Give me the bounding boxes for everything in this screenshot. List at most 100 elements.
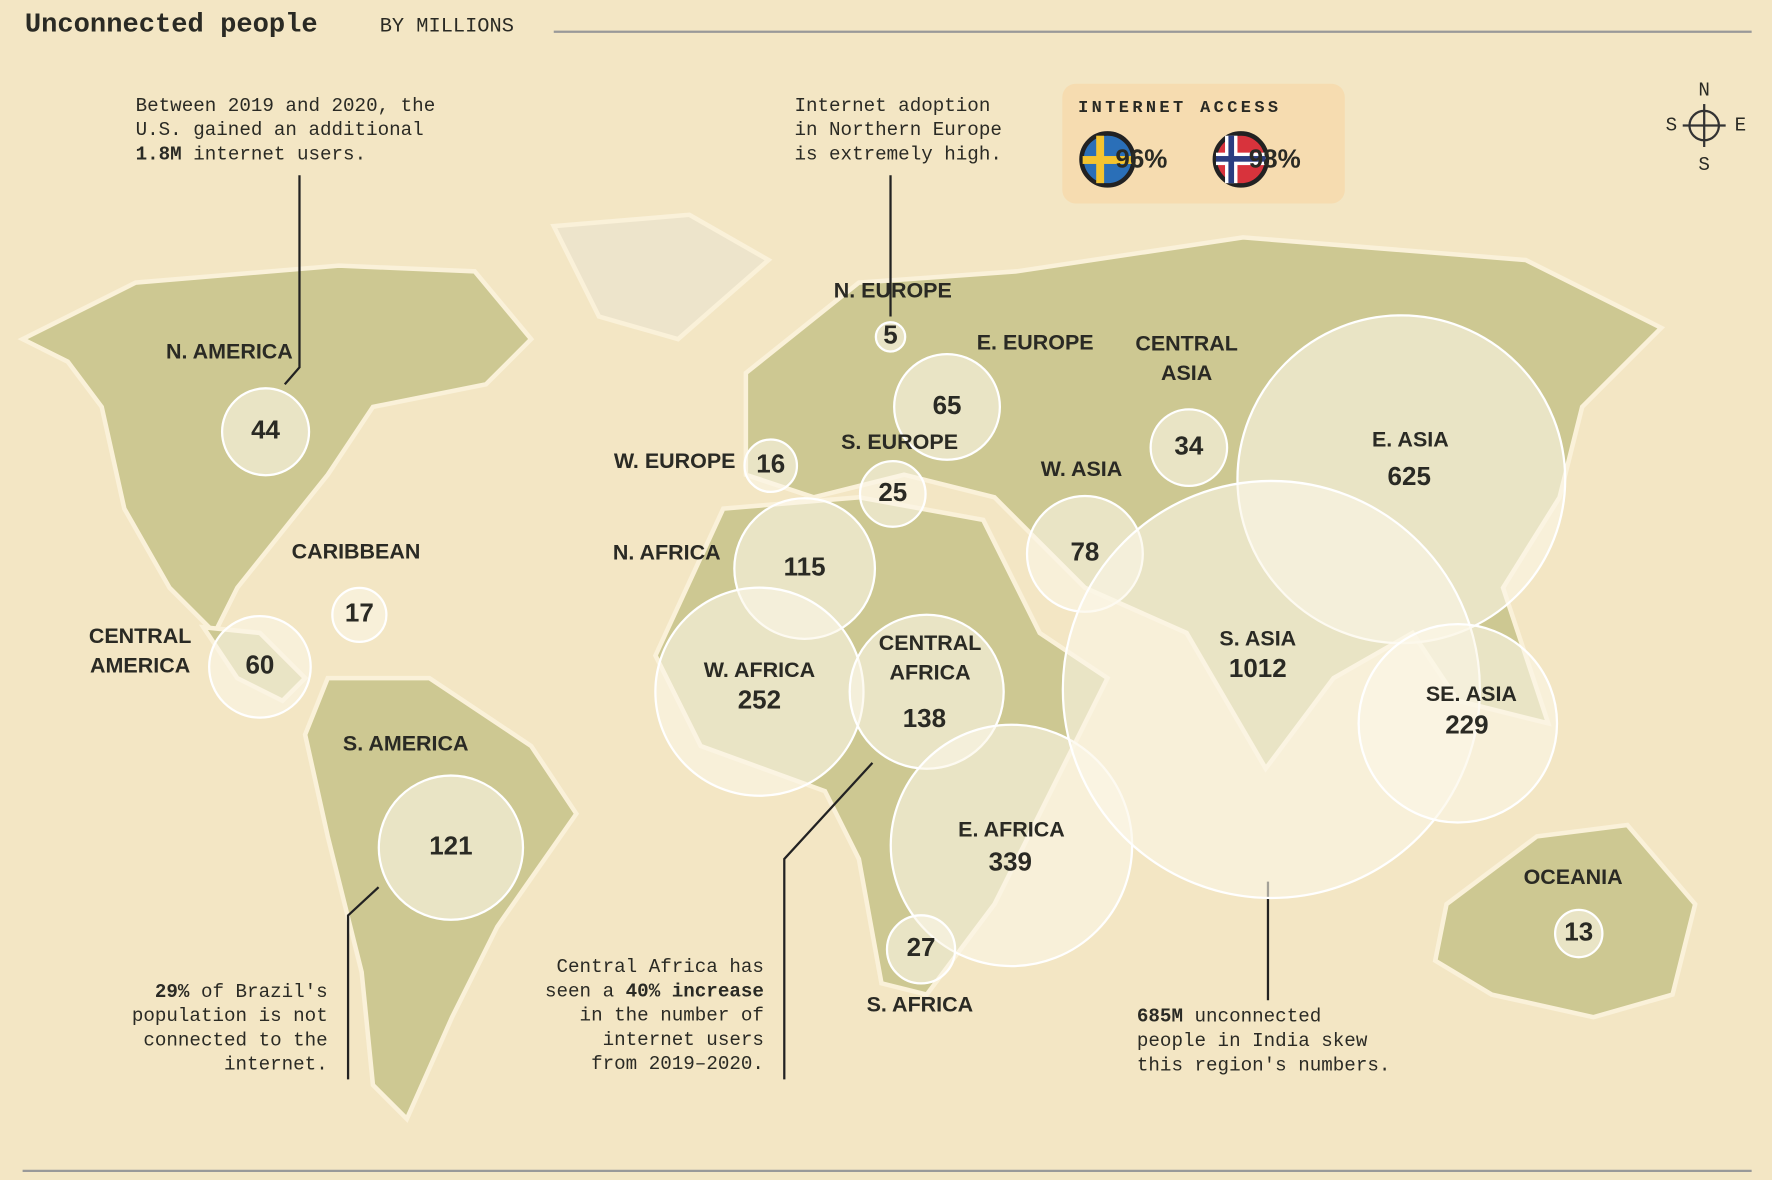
- annotation-text: Central Africa has: [557, 956, 764, 978]
- annotation-line: Between 2019 and 2020, the: [136, 95, 436, 117]
- title: Unconnected people: [25, 10, 318, 41]
- annotation-text: in Northern Europe: [794, 119, 1001, 141]
- bubble: [1357, 623, 1559, 824]
- region-value: 34: [1174, 430, 1203, 460]
- region-value: 115: [784, 551, 826, 581]
- annotation-line: 29% of Brazil's: [155, 981, 328, 1003]
- bubble: [743, 438, 799, 494]
- region-label: CARIBBEAN: [292, 539, 421, 563]
- region-label: E. AFRICA: [958, 817, 1065, 841]
- region-value: 16: [756, 449, 785, 479]
- region-label: E. ASIA: [1372, 427, 1449, 451]
- annotation-line: population is not: [132, 1005, 328, 1027]
- region-label: AFRICA: [890, 660, 971, 684]
- region-label: OCEANIA: [1524, 865, 1623, 889]
- region-value: 252: [738, 685, 781, 715]
- leader-lines: [283, 175, 1270, 1080]
- annotation-text: U.S. gained an additional: [136, 119, 424, 141]
- annotation-text: of Brazil's: [189, 981, 327, 1003]
- annotation-text: from 2019–2020.: [591, 1053, 764, 1075]
- annotation-text: connected to the: [143, 1029, 327, 1051]
- leader-line: [283, 175, 301, 386]
- region-label: E. EUROPE: [977, 330, 1094, 354]
- region-label: SE. ASIA: [1426, 682, 1517, 706]
- compass-w: S: [1666, 115, 1678, 137]
- compass: N E S S: [1666, 80, 1746, 177]
- compass-n: N: [1698, 80, 1710, 102]
- annotation-line: people in India skew: [1137, 1030, 1368, 1052]
- flag-norway: [1212, 131, 1270, 188]
- region-value: 625: [1388, 461, 1431, 491]
- annotation-line: Central Africa has: [557, 956, 764, 978]
- bubble: [377, 774, 525, 921]
- annotation-text: 29%: [155, 981, 190, 1003]
- bubble: [893, 352, 1002, 461]
- annotation-line: seen a 40% increase: [545, 980, 764, 1002]
- leader-line: [346, 886, 380, 1080]
- region-value: 13: [1564, 916, 1593, 946]
- annotation-line: 1.8M internet users.: [136, 143, 366, 165]
- region-value: 1012: [1229, 653, 1287, 683]
- bubble: [208, 614, 312, 719]
- bubble: [220, 387, 311, 477]
- region-value: 25: [878, 477, 907, 507]
- bubble-labels: N. AMERICA 44 CARIBBEAN 17 CENTRAL AMERICA 60 S…: [89, 278, 1623, 1016]
- annotation-text: internet users: [603, 1029, 764, 1051]
- annotation-line: from 2019–2020.: [591, 1053, 764, 1075]
- annotation-text: internet users.: [182, 143, 366, 165]
- bubble: [331, 586, 388, 644]
- annotation-text: unconnected: [1183, 1006, 1321, 1028]
- legend-value: 98%: [1249, 143, 1301, 173]
- flag-cross: [1082, 156, 1133, 164]
- annotation-text: Internet adoption: [794, 95, 990, 117]
- region-value: 44: [251, 415, 280, 445]
- greenland: [550, 212, 773, 342]
- annotation-text: people in India skew: [1137, 1030, 1368, 1052]
- bubble: [1149, 408, 1229, 487]
- region-value: 5: [883, 320, 897, 350]
- bubbles: [208, 314, 1604, 985]
- annotation-text: 1.8M: [136, 143, 182, 165]
- subtitle: BY MILLIONS: [380, 16, 514, 39]
- annotation-line: U.S. gained an additional: [136, 119, 424, 141]
- annotation-line: connected to the: [143, 1029, 327, 1051]
- region-label: N. AFRICA: [613, 541, 721, 565]
- region-value: 138: [903, 703, 946, 733]
- annotation-text: 685M: [1137, 1006, 1183, 1028]
- region-value: 65: [933, 390, 962, 420]
- annotation-line: in the number of: [580, 1005, 764, 1027]
- region-value: 78: [1070, 537, 1099, 567]
- region-value: 60: [245, 650, 274, 680]
- flag-cross: [1215, 156, 1266, 162]
- annotation-text: 40% increase: [626, 980, 764, 1002]
- annotation-line: 685M unconnected: [1137, 1006, 1321, 1028]
- region-value: 229: [1445, 710, 1488, 740]
- region-label: AMERICA: [90, 654, 190, 678]
- annotation-text: population is not: [132, 1005, 328, 1027]
- region-label: S. AMERICA: [343, 731, 469, 755]
- region-label: CENTRAL: [1135, 331, 1238, 355]
- bubble: [874, 321, 907, 353]
- compass-s: S: [1698, 154, 1710, 176]
- legend-box: [1062, 83, 1345, 204]
- annotation-text: is extremely high.: [794, 143, 1001, 165]
- annotation-line: in Northern Europe: [794, 119, 1001, 141]
- annotation-line: internet users: [603, 1029, 764, 1051]
- annotation-text: in the number of: [580, 1005, 764, 1027]
- annotation-text: Between 2019 and 2020, the: [136, 95, 436, 117]
- region-value: 17: [345, 598, 374, 628]
- bubble: [1553, 908, 1604, 959]
- annotation-text: this region's numbers.: [1137, 1054, 1391, 1076]
- annotation-text: internet.: [224, 1054, 328, 1076]
- region-value: 121: [429, 831, 472, 861]
- region-label: W. EUROPE: [614, 449, 736, 473]
- region-label: ASIA: [1161, 361, 1212, 385]
- region-label: N. EUROPE: [834, 278, 952, 302]
- annotation-line: Internet adoption: [794, 95, 990, 117]
- region-label: W. AFRICA: [704, 658, 815, 682]
- region-label: S. EUROPE: [841, 430, 958, 454]
- legend-title: INTERNET ACCESS: [1078, 99, 1281, 118]
- annotation-line: this region's numbers.: [1137, 1054, 1391, 1076]
- annotation-line: internet.: [224, 1054, 328, 1076]
